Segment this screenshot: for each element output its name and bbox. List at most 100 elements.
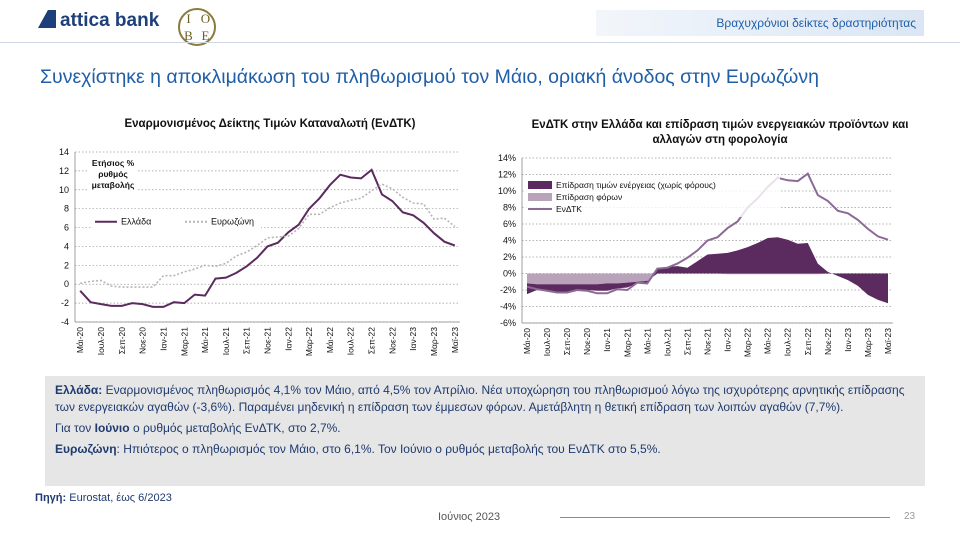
x-tick-label: Μάι-20 [522, 328, 532, 354]
x-tick-label: Ιαν-21 [158, 327, 168, 351]
note-paragraph: Ελλάδα: Εναρμονισμένος πληθωρισμός 4,1% … [55, 382, 915, 416]
note-text: : Ηπιότερος ο πληθωρισμός τον Μάιο, στο … [116, 442, 661, 456]
x-tick-label: Μάι-22 [325, 327, 335, 353]
legend-bg [525, 177, 780, 217]
y-tick-label: -4% [500, 302, 516, 312]
x-tick-label: Μαρ-21 [179, 327, 189, 356]
x-tick-label: Μαϊ-23 [450, 327, 460, 353]
y-tick-label: -2 [61, 298, 69, 308]
y-tick-label: 10 [59, 185, 69, 195]
x-tick-label: Σεπ-21 [242, 327, 252, 354]
note-text: Ιούνιο [94, 421, 130, 435]
iobe-letter: Ο [200, 11, 211, 26]
iobe-letter: Ι [186, 11, 191, 26]
section-label: Βραχυχρόνιοι δείκτες δραστηριότητας [596, 10, 924, 36]
legend-swatch [528, 193, 552, 201]
x-tick-label: Μαρ-22 [304, 327, 314, 356]
logo-text: attica bank [60, 10, 160, 31]
x-tick-label: Ιαν-21 [602, 328, 612, 352]
y-tick-label: 4 [64, 241, 69, 251]
series-area [527, 273, 888, 285]
legend-swatch [528, 181, 552, 189]
x-tick-label: Νοε-20 [138, 327, 148, 354]
charts: -4 -2 0 2 4 6 8 10 12 14 Μάι-20 Ιουλ-20 Σεπ-20 Νοε-20… [59, 147, 893, 357]
y-tick-label: 6% [503, 219, 516, 229]
y-tick-label: 6 [64, 223, 69, 233]
x-tick-label: Μάι-21 [642, 328, 652, 354]
y-tick-label: 0% [503, 269, 516, 279]
footer-date: Ιούνιος 2023 [438, 511, 501, 523]
source-label: Πηγή: [35, 492, 67, 504]
y-tick-label: 14 [59, 147, 69, 157]
x-tick-label: Ιουλ-21 [662, 328, 672, 357]
x-tick-label: Μαρ-23 [429, 327, 439, 356]
note-text: Ελλάδα: [55, 383, 103, 397]
legend-label: Επίδραση φόρων [556, 192, 622, 202]
note-text: Ευρωζώνη [55, 442, 117, 456]
chart-title: ΕνΔΤΚ στην Ελλάδα και επίδραση τιμών ενε… [531, 119, 909, 146]
logo: attica bank [38, 10, 159, 32]
note-paragraph: Ευρωζώνη: Ηπιότερος ο πληθωρισμός τον Μά… [55, 441, 915, 458]
legend-label: Ευρωζώνη [211, 217, 254, 227]
series-line [526, 172, 889, 295]
y-tick-label: 2% [503, 252, 516, 262]
footer-rule [560, 517, 890, 518]
x-tick-label: Νοε-22 [387, 327, 397, 354]
iobe-letter: Β [184, 28, 193, 43]
y-tick-label: 2 [64, 260, 69, 270]
series-line [79, 168, 456, 308]
x-tick-label: Ιαν-23 [843, 328, 853, 352]
chart-title: Εναρμονισμένος Δείκτης Τιμών Καταναλωτή … [124, 118, 416, 130]
legend-bg [91, 213, 261, 230]
x-tick-label: Σεπ-22 [803, 328, 813, 355]
x-tick-label: Σεπ-20 [562, 328, 572, 355]
y-tick-label: 10% [498, 186, 516, 196]
y-tick-label: 8% [503, 203, 516, 213]
x-tick-label: Ιουλ-22 [783, 328, 793, 357]
legend-label: Επίδραση τιμών ενέργειας (χωρίς φόρους) [556, 180, 716, 190]
page-number: 23 [904, 511, 916, 522]
y-tick-label: 12% [498, 170, 516, 180]
x-tick-label: Ιαν-23 [408, 327, 418, 351]
x-tick-label: Μαϊ-23 [883, 328, 893, 354]
notes-box: Ελλάδα: Εναρμονισμένος πληθωρισμός 4,1% … [45, 376, 925, 486]
x-tick-label: Νοε-22 [823, 328, 833, 355]
series-line [80, 183, 456, 288]
x-tick-label: Νοε-20 [582, 328, 592, 355]
x-tick-label: Μάι-22 [763, 328, 773, 354]
x-tick-label: Νοε-21 [703, 328, 713, 355]
slide-title: Συνεχίστηκε η αποκλιμάκωση του πληθωρισμ… [40, 66, 819, 88]
note-text: ο ρυθμός μεταβολής ΕνΔΤΚ, στο 2,7%. [129, 421, 341, 435]
y-tick-label: -6% [500, 318, 516, 328]
x-tick-label: Ιουλ-21 [221, 327, 231, 356]
source: Πηγή: Eurostat, έως 6/2023 [35, 492, 172, 504]
legend-label: Ελλάδα [121, 217, 151, 227]
x-tick-label: Ιαν-22 [283, 327, 293, 351]
legend-label: ΕνΔΤΚ [556, 204, 582, 214]
x-tick-label: Μάι-21 [200, 327, 210, 353]
y-tick-label: 0 [64, 279, 69, 289]
series-area [527, 237, 888, 304]
y-tick-label: 12 [59, 166, 69, 176]
note-paragraph: Για τον Ιούνιο ο ρυθμός μεταβολής ΕνΔΤΚ,… [55, 420, 915, 437]
y-tick-label: 4% [503, 236, 516, 246]
x-tick-label: Μάι-20 [75, 327, 85, 353]
x-tick-label: Νοε-21 [263, 327, 273, 354]
note-text: Για τον [55, 421, 95, 435]
x-tick-label: Ιουλ-20 [542, 328, 552, 357]
x-tick-label: Ιουλ-22 [346, 327, 356, 356]
y-tick-label: 14% [498, 153, 516, 163]
y-tick-label: -4 [61, 317, 69, 327]
x-tick-label: Ιαν-22 [723, 328, 733, 352]
x-tick-label: Μαρ-22 [743, 328, 753, 357]
header-rule [0, 42, 960, 43]
x-tick-label: Σεπ-20 [117, 327, 127, 354]
x-tick-label: Μαρ-23 [863, 328, 873, 357]
source-text: Eurostat, έως 6/2023 [69, 492, 172, 504]
annotation: Ετήσιος % ρυθμός μεταβολής [88, 158, 138, 191]
x-tick-label: Ιουλ-20 [96, 327, 106, 356]
x-tick-label: Σεπ-22 [367, 327, 377, 354]
iobe-letter: Ε [201, 28, 210, 43]
